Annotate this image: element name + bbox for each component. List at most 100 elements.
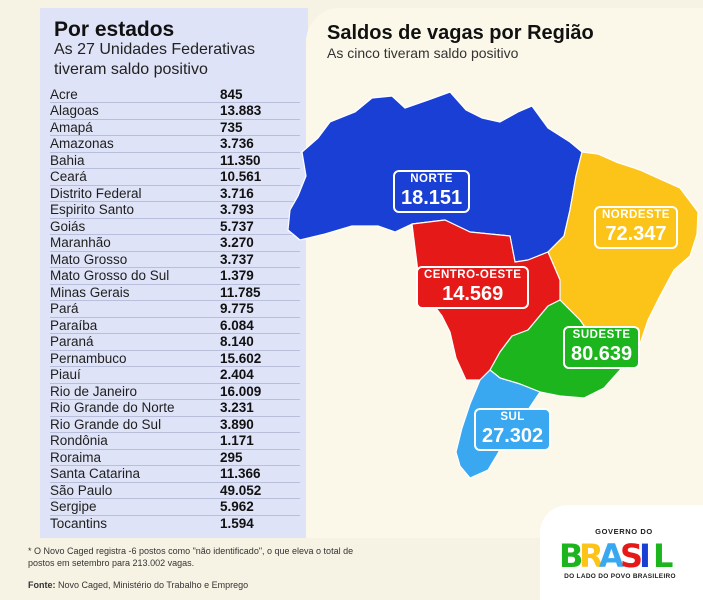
state-name: Paraná xyxy=(50,334,94,350)
region-name: CENTRO-OESTE xyxy=(424,269,522,281)
state-value: 8.140 xyxy=(220,334,254,350)
state-name: Pará xyxy=(50,301,79,317)
state-name: Maranhão xyxy=(50,235,111,251)
state-row: Rio Grande do Norte 3.231 xyxy=(50,400,300,416)
region-value: 18.151 xyxy=(401,186,463,209)
logo-letter: A xyxy=(599,537,624,575)
logo-letter: I xyxy=(639,537,651,575)
state-row: Rondônia 1.171 xyxy=(50,433,300,449)
state-row: Paraíba 6.084 xyxy=(50,317,300,334)
state-row: Tocantins 1.594 xyxy=(50,515,300,532)
source: Fonte: Novo Caged, Ministério do Trabalh… xyxy=(28,580,248,590)
state-name: Espirito Santo xyxy=(50,202,135,218)
state-value: 6.084 xyxy=(220,317,254,333)
state-row: Mato Grosso do Sul 1.379 xyxy=(50,268,300,284)
state-value: 9.775 xyxy=(220,301,254,317)
logo-letter: S xyxy=(620,537,643,575)
state-row: Mato Grosso 3.737 xyxy=(50,251,300,268)
state-row: Bahia 11.350 xyxy=(50,152,300,169)
region-nordeste-shape xyxy=(547,151,699,349)
states-panel xyxy=(40,8,308,538)
region-badge-norte: NORTE 18.151 xyxy=(393,170,471,213)
state-row: Pernambuco 15.602 xyxy=(50,350,300,367)
source-label: Fonte: xyxy=(28,580,56,590)
state-value: 49.052 xyxy=(220,482,262,498)
state-row: Amazonas 3.736 xyxy=(50,136,300,152)
state-row: Rio de Janeiro 16.009 xyxy=(50,383,300,400)
state-name: Distrito Federal xyxy=(50,185,142,201)
region-value: 80.639 xyxy=(571,342,633,365)
state-name: Ceará xyxy=(50,169,87,185)
logo-letter: B xyxy=(559,537,583,575)
state-name: Paraíba xyxy=(50,317,98,333)
state-row: Paraná 8.140 xyxy=(50,334,300,350)
region-name: SUDESTE xyxy=(572,329,631,341)
state-row: Santa Catarina 11.366 xyxy=(50,466,300,482)
region-badge-sudeste: SUDESTE 80.639 xyxy=(563,326,641,369)
states-title: Por estados xyxy=(54,18,175,41)
state-value: 10.561 xyxy=(220,169,262,185)
region-badge-sul: SUL 27.302 xyxy=(474,408,552,451)
state-name: Rio Grande do Norte xyxy=(50,400,175,416)
state-name: Rio Grande do Sul xyxy=(50,416,162,432)
region-value: 72.347 xyxy=(605,222,667,245)
region-name: NORDESTE xyxy=(602,209,670,221)
state-name: Amazonas xyxy=(50,136,114,152)
state-row: Rio Grande do Sul 3.890 xyxy=(50,416,300,433)
logo-letter: L xyxy=(653,537,673,575)
state-row: Ceará 10.561 xyxy=(50,169,300,185)
state-row: Pará 9.775 xyxy=(50,301,300,317)
logo-letter: R xyxy=(579,537,604,575)
state-name: Tocantins xyxy=(50,516,108,531)
state-value: 3.736 xyxy=(220,136,254,152)
map-title: Saldos de vagas por Região xyxy=(327,22,594,44)
state-row: Roraima 295 xyxy=(50,449,300,466)
logo-top-text: GOVERNO DO xyxy=(595,527,653,536)
state-value: 3.716 xyxy=(220,185,254,201)
state-name: Goiás xyxy=(50,218,86,234)
state-row: Amapá 735 xyxy=(50,119,300,136)
state-name: Minas Gerais xyxy=(50,284,130,300)
state-name: Bahia xyxy=(50,152,85,168)
state-name: Pernambuco xyxy=(50,350,127,366)
state-name: Acre xyxy=(50,86,78,102)
state-row: Acre 845 xyxy=(50,86,300,103)
state-row: Goiás 5.737 xyxy=(50,218,300,235)
state-value: 1.171 xyxy=(220,433,254,449)
footnote: * O Novo Caged registra -6 postos como "… xyxy=(28,546,354,568)
state-name: Mato Grosso xyxy=(50,251,128,267)
state-name: Alagoas xyxy=(50,103,99,119)
state-value: 11.785 xyxy=(220,284,261,300)
state-row: Piauí 2.404 xyxy=(50,367,300,383)
state-value: 3.737 xyxy=(220,251,254,267)
state-row: Espirito Santo 3.793 xyxy=(50,202,300,218)
state-value: 11.350 xyxy=(220,152,261,168)
state-value: 845 xyxy=(220,86,243,102)
state-name: Rondônia xyxy=(50,433,108,449)
state-value: 1.379 xyxy=(220,268,254,284)
state-value: 13.883 xyxy=(220,103,262,119)
government-logo xyxy=(540,505,703,600)
state-value: 5.962 xyxy=(220,499,254,515)
state-value: 2.404 xyxy=(220,367,254,383)
map-subtitle: As cinco tiveram saldo positivo xyxy=(327,45,519,61)
states-subtitle: As 27 Unidades Federativas tiveram saldo… xyxy=(54,41,255,78)
state-row: Sergipe 5.962 xyxy=(50,499,300,515)
state-row: Distrito Federal 3.716 xyxy=(50,185,300,202)
state-name: Roraima xyxy=(50,449,102,465)
state-row: São Paulo 49.052 xyxy=(50,482,300,499)
state-row: Alagoas 13.883 xyxy=(50,103,300,119)
states-table: Acre 845 Alagoas 13.883 Amapá 735 Amazonas 3.73… xyxy=(50,86,300,532)
state-value: 3.793 xyxy=(220,202,254,218)
state-name: Rio de Janeiro xyxy=(50,383,138,399)
state-value: 3.890 xyxy=(220,416,254,432)
state-name: São Paulo xyxy=(50,482,113,498)
region-value: 14.569 xyxy=(442,282,504,305)
state-name: Piauí xyxy=(50,367,81,383)
state-value: 295 xyxy=(220,449,243,465)
logo-bottom-text: DO LADO DO POVO BRASILEIRO xyxy=(564,573,676,580)
state-value: 16.009 xyxy=(220,383,262,399)
state-value: 735 xyxy=(220,119,243,135)
source-text: Novo Caged, Ministério do Trabalho e Emp… xyxy=(55,580,249,590)
state-value: 15.602 xyxy=(220,350,262,366)
